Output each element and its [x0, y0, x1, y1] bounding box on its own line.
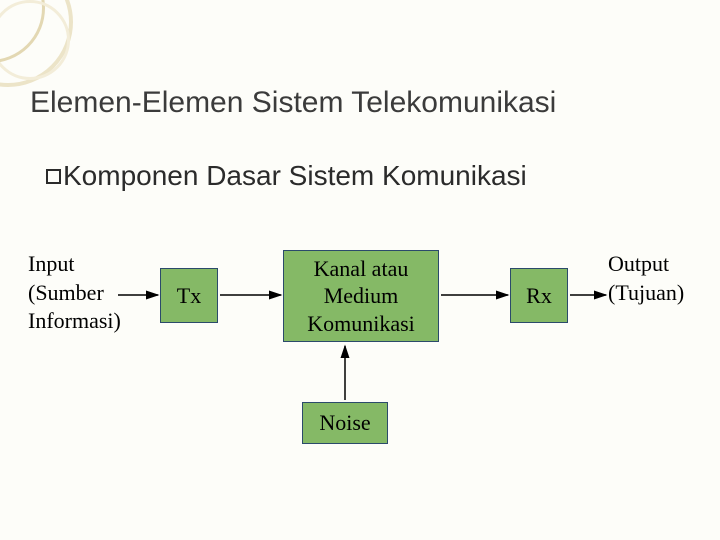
input-label: Input(SumberInformasi)	[28, 250, 138, 336]
page-subtitle: Komponen Dasar Sistem Komunikasi	[46, 160, 527, 192]
decor-circle-3	[0, 0, 70, 80]
bullet-icon	[46, 169, 61, 184]
noise-box: Noise	[302, 402, 388, 444]
kanal-box: Kanal atauMediumKomunikasi	[283, 250, 439, 342]
output-label-text: Output(Tujuan)	[608, 251, 684, 305]
rx-box: Rx	[510, 268, 568, 323]
rx-text: Rx	[526, 282, 552, 310]
input-label-text: Input(SumberInformasi)	[28, 251, 121, 333]
subtitle-text: Komponen Dasar Sistem Komunikasi	[63, 160, 527, 191]
page-title: Elemen-Elemen Sistem Telekomunikasi	[30, 86, 556, 120]
tx-box: Tx	[160, 268, 218, 323]
noise-text: Noise	[319, 409, 370, 437]
output-label: Output(Tujuan)	[608, 250, 708, 307]
tx-text: Tx	[177, 282, 201, 310]
kanal-text: Kanal atauMediumKomunikasi	[307, 255, 415, 338]
